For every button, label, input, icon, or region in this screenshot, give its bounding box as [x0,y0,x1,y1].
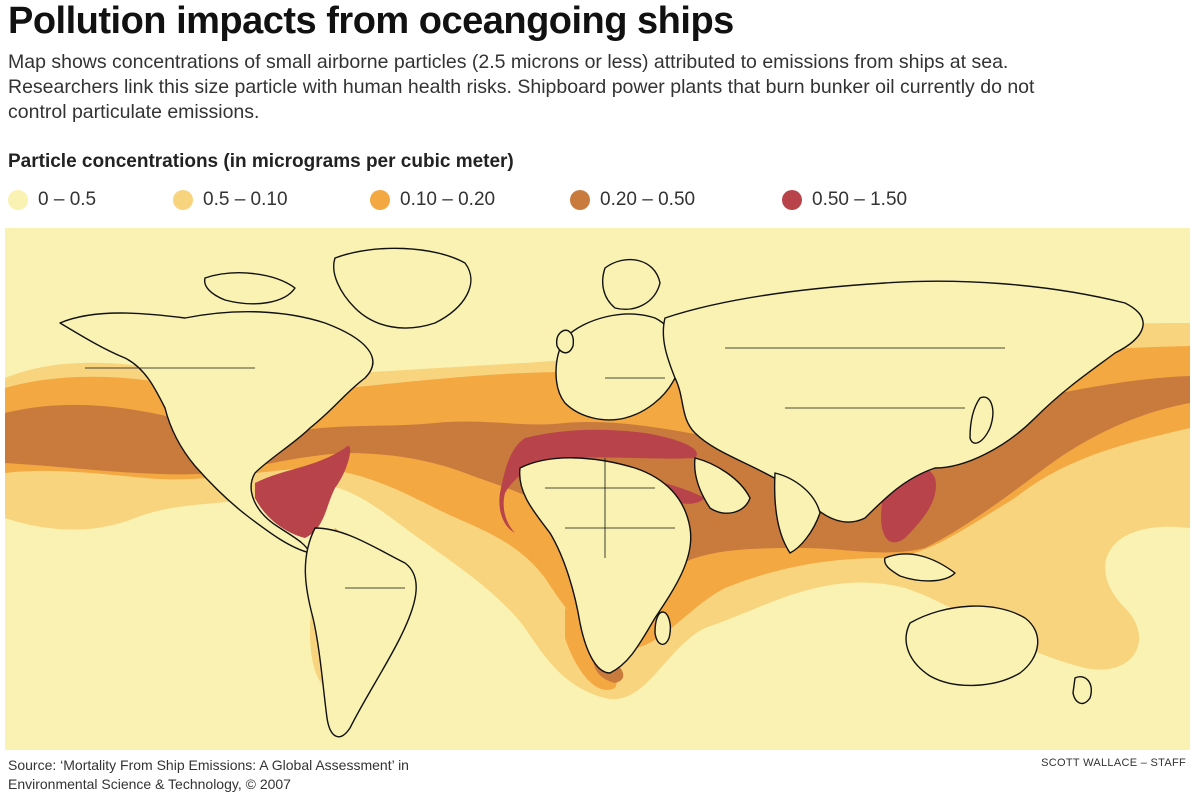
legend-title: Particle concentrations (in micrograms p… [8,151,514,172]
country-borders [85,347,1005,589]
legend-swatch-4 [570,190,590,210]
map-title: Pollution impacts from oceangoing ships [8,0,734,42]
credit-line: SCOTT WALLACE – STAFF [1041,757,1186,769]
source-line-1: Source: ‘Mortality From Ship Emissions: … [8,757,409,773]
legend-swatch-5 [782,190,802,210]
europe [555,313,680,421]
north-america [59,310,374,554]
uk-ireland [555,329,575,354]
legend-label-5: 0.50 – 1.50 [812,189,908,210]
legend: 0 – 0.5 0.5 – 0.10 0.10 – 0.20 0.20 – 0.… [8,189,907,211]
legend-swatch-2 [173,190,193,210]
new-zealand [1072,676,1092,705]
legend-label-4: 0.20 – 0.50 [600,189,696,210]
world-map [5,228,1190,750]
legend-label-1: 0 – 0.5 [38,189,97,210]
madagascar [654,611,671,645]
source-line-2: Environmental Science & Technology, © 20… [8,776,291,792]
world-map-svg [5,228,1190,750]
legend-swatch-3 [370,190,390,210]
south-america [304,527,417,738]
legend-item-1: 0 – 0.5 [8,189,173,211]
asia [662,280,1144,523]
legend-label-2: 0.5 – 0.10 [203,189,288,210]
japan [969,396,994,444]
legend-swatch-1 [8,190,28,210]
scandinavia [602,258,661,310]
source-citation: Source: ‘Mortality From Ship Emissions: … [8,756,409,794]
africa [519,457,692,674]
legend-label-3: 0.10 – 0.20 [400,189,496,210]
legend-item-4: 0.20 – 0.50 [570,189,782,211]
map-subtitle: Map shows concentrations of small airbor… [8,51,1035,123]
legend-item-2: 0.5 – 0.10 [173,189,370,211]
legend-item-3: 0.10 – 0.20 [370,189,570,211]
canadian-islands [203,272,296,305]
australia [905,605,1039,687]
greenland [333,247,472,329]
india [773,472,821,554]
southeast-asia-islands [883,553,956,582]
land-masses [59,247,1144,738]
arabia [693,457,751,514]
legend-item-5: 0.50 – 1.50 [782,189,907,211]
